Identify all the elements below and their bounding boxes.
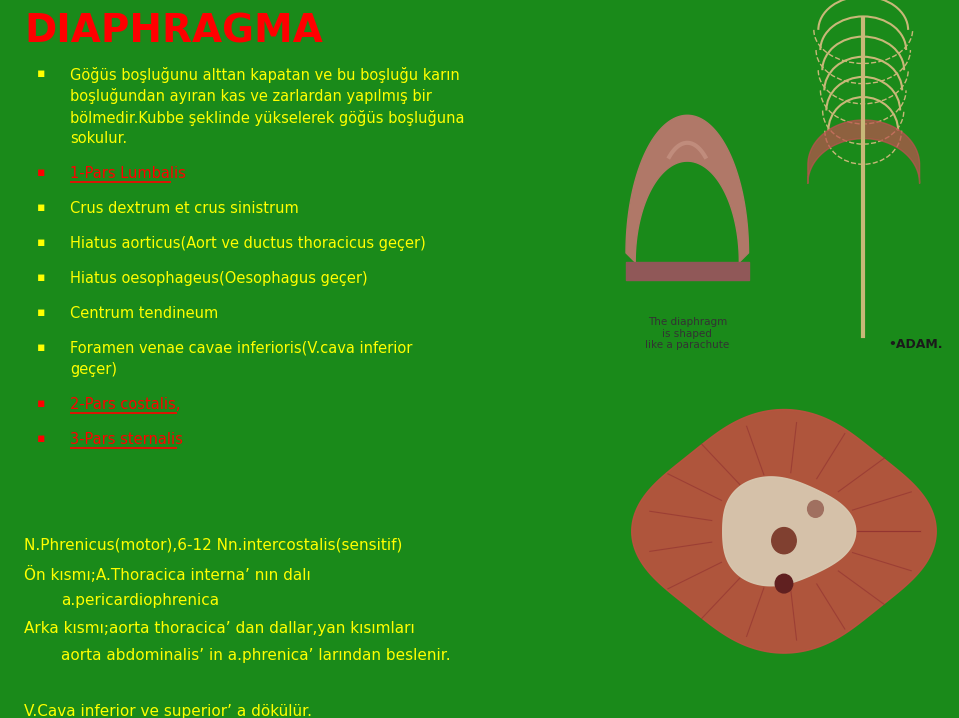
Polygon shape [723, 477, 855, 586]
Text: 1-Pars Lumbalis: 1-Pars Lumbalis [70, 167, 186, 182]
Text: Hiatus aorticus(Aort ve ductus thoracicus geçer): Hiatus aorticus(Aort ve ductus thoracicu… [70, 236, 426, 251]
Text: Foramen venae cavae inferioris(V.cava inferior: Foramen venae cavae inferioris(V.cava in… [70, 341, 412, 356]
Polygon shape [626, 116, 749, 262]
Text: DIAPHRAGMA: DIAPHRAGMA [24, 13, 323, 51]
Text: Centrum tendineum: Centrum tendineum [70, 306, 219, 321]
Circle shape [807, 500, 824, 517]
Text: geçer): geçer) [70, 363, 117, 378]
Text: ▪: ▪ [36, 201, 45, 214]
Text: V.Cava inferior ve superior’ a dökülür.: V.Cava inferior ve superior’ a dökülür. [24, 704, 313, 718]
Text: •ADAM.: •ADAM. [889, 338, 943, 351]
Text: ▪: ▪ [36, 306, 45, 319]
Text: ▪: ▪ [36, 236, 45, 249]
Circle shape [772, 528, 796, 554]
Polygon shape [632, 409, 936, 653]
Text: 3-Pars sternalis: 3-Pars sternalis [70, 432, 183, 447]
Text: Ön kısmı;A.Thoracica interna’ nın dalı: Ön kısmı;A.Thoracica interna’ nın dalı [24, 566, 311, 582]
Text: N.Phrenicus(motor),6-12 Nn.intercostalis(sensitif): N.Phrenicus(motor),6-12 Nn.intercostalis… [24, 538, 403, 553]
Text: a.pericardiophrenica: a.pericardiophrenica [61, 593, 219, 608]
Text: ▪: ▪ [36, 271, 45, 284]
Text: ▪: ▪ [36, 67, 45, 80]
Text: Crus dextrum et crus sinistrum: Crus dextrum et crus sinistrum [70, 201, 299, 216]
Text: Arka kısmı;aorta thoracica’ dan dallar,yan kısımları: Arka kısmı;aorta thoracica’ dan dallar,y… [24, 621, 415, 636]
Text: boşluğundan ayıran kas ve zarlardan yapılmış bir: boşluğundan ayıran kas ve zarlardan yapı… [70, 88, 432, 104]
Text: ▪: ▪ [36, 167, 45, 180]
Text: ▪: ▪ [36, 341, 45, 354]
Text: aorta abdominalis’ in a.phrenica’ larından beslenir.: aorta abdominalis’ in a.phrenica’ larınd… [61, 648, 451, 663]
Text: 2-Pars costalis,: 2-Pars costalis, [70, 397, 180, 412]
Text: ▪: ▪ [36, 397, 45, 411]
Text: Hiatus oesophageus(Oesophagus geçer): Hiatus oesophageus(Oesophagus geçer) [70, 271, 367, 286]
Text: bölmedir.Kubbe şeklinde yükselerek göğüs boşluğuna: bölmedir.Kubbe şeklinde yükselerek göğüs… [70, 110, 464, 126]
Text: The diaphragm
is shaped
like a parachute: The diaphragm is shaped like a parachute [645, 317, 730, 350]
Circle shape [775, 574, 793, 593]
Text: Göğüs boşluğunu alttan kapatan ve bu boşluğu karın: Göğüs boşluğunu alttan kapatan ve bu boş… [70, 67, 459, 83]
Text: ▪: ▪ [36, 432, 45, 445]
Text: sokulur.: sokulur. [70, 131, 128, 146]
